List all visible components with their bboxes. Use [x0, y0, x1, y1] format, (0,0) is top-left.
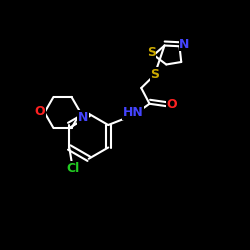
- Text: N: N: [179, 38, 190, 51]
- Text: S: S: [150, 68, 160, 80]
- Text: Cl: Cl: [66, 162, 80, 174]
- Text: N: N: [78, 111, 88, 124]
- Text: S: S: [147, 46, 156, 60]
- Text: O: O: [35, 105, 45, 118]
- Text: HN: HN: [122, 106, 143, 120]
- Text: O: O: [166, 98, 177, 111]
